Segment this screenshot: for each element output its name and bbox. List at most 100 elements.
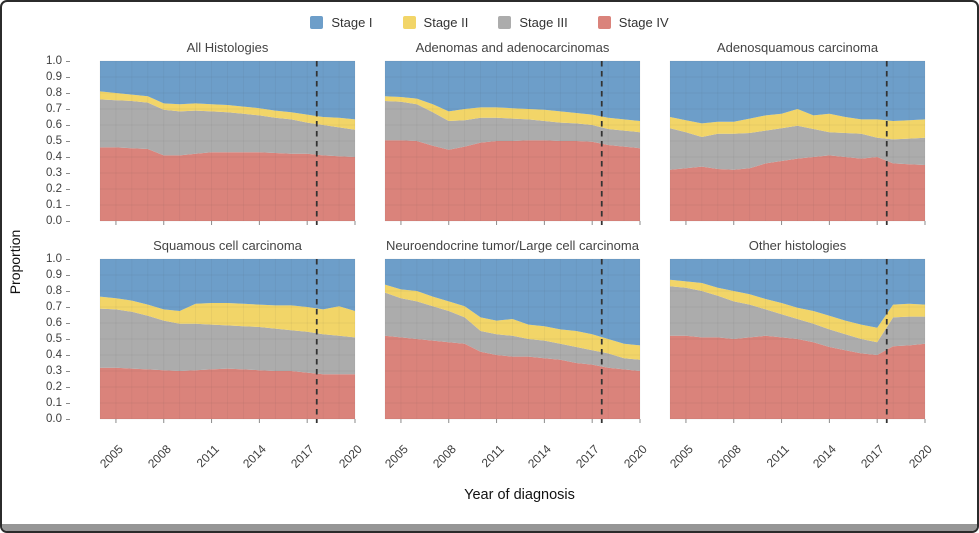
panel-other-histologies: Other histologies — [669, 237, 926, 423]
y-tick-label: 0.0 — [46, 413, 70, 425]
y-tick-label: 0.6 — [46, 317, 70, 329]
panel-plot — [99, 60, 356, 225]
y-tick-mark — [66, 188, 70, 190]
x-tick-label: 2020 — [906, 442, 935, 471]
stage-iii-area — [670, 286, 925, 355]
x-tick-label: 2011 — [763, 442, 792, 471]
y-tick-label: 0.4 — [46, 151, 70, 163]
y-tick-mark — [66, 258, 70, 260]
legend-item-stage-3: Stage III — [498, 15, 568, 30]
x-tick-label: 2020 — [621, 442, 650, 471]
legend-label: Stage I — [331, 14, 373, 30]
panel-plot — [384, 258, 641, 423]
panel-plot-svg — [99, 60, 356, 225]
stage-i-area — [670, 259, 925, 328]
y-tick-label: 0.7 — [46, 103, 70, 115]
y-tick-label: 0.2 — [46, 183, 70, 195]
legend-label: Stage II — [423, 14, 469, 30]
y-tick-mark — [66, 338, 70, 340]
stage-ii-area — [670, 109, 925, 140]
axis-corner-spacer — [26, 435, 70, 436]
y-tick-label: 0.2 — [46, 381, 70, 393]
y-tick-mark — [66, 204, 70, 206]
panel-squamous-cell-carcinoma: Squamous cell carcinoma — [99, 237, 356, 423]
panel-plot-svg — [384, 258, 641, 423]
stage-ii-area — [385, 284, 640, 360]
y-tick-mark — [66, 290, 70, 292]
legend: Stage I Stage II Stage III Stage IV — [2, 2, 977, 33]
stage-iii-area — [670, 125, 925, 170]
x-tick-label: 2008 — [714, 442, 744, 471]
stage-i-area — [670, 61, 925, 124]
stage-iv-area — [100, 147, 355, 221]
legend-item-stage-2: Stage II — [402, 14, 469, 30]
panel-neuroendocrine-large-cell: Neuroendocrine tumor/Large cell carcinom… — [384, 237, 641, 423]
stage-ii-area — [670, 279, 925, 343]
panel-plot — [384, 60, 641, 225]
window-bottom-edge — [2, 524, 977, 531]
panel-adenomas-adenocarcinomas: Adenomas and adenocarcinomas — [384, 39, 641, 225]
y-tick-label: 0.3 — [46, 167, 70, 179]
y-tick-mark — [66, 156, 70, 158]
stage-1-color-chip — [310, 15, 324, 29]
stage-3-color-chip — [498, 15, 512, 29]
x-tick-label: 2017 — [573, 442, 603, 471]
panel-title: Adenomas and adenocarcinomas — [415, 40, 610, 55]
y-tick-mark — [66, 76, 70, 78]
x-tick-label: 2011 — [478, 442, 507, 471]
y-tick-label: 0.5 — [46, 333, 70, 345]
x-tick-label: 2014 — [810, 442, 840, 471]
stage-i-area — [385, 61, 640, 121]
y-axis-row-1: 1.0 0.9 0.8 0.7 0.6 0.5 0.4 0.3 0.2 0.1 0.0 — [26, 39, 70, 227]
y-tick-mark — [66, 386, 70, 388]
y-tick-label: 0.1 — [46, 397, 70, 409]
x-axis-col-3: 2005 2008 2011 2014 2017 2020 — [667, 435, 935, 485]
y-axis-title: Proportion — [7, 229, 23, 295]
y-tick-label: 0.1 — [46, 199, 70, 211]
y-tick-label: 0.9 — [46, 269, 70, 281]
y-tick-label: 1.0 — [46, 253, 70, 265]
stage-iii-area — [100, 99, 355, 157]
y-tick-mark — [66, 172, 70, 174]
panel-title: Neuroendocrine tumor/Large cell carcinom… — [386, 238, 639, 253]
stage-i-area — [100, 259, 355, 311]
panel-all-histologies: All Histologies — [99, 39, 356, 225]
legend-label: Stage IV — [618, 14, 669, 30]
x-tick-label: 2008 — [144, 442, 174, 471]
stage-2-color-chip — [402, 15, 416, 29]
y-tick-label: 0.7 — [46, 301, 70, 313]
x-tick-label: 2005 — [382, 442, 411, 471]
y-tick-mark — [66, 220, 70, 222]
panel-title: Adenosquamous carcinoma — [716, 40, 879, 55]
y-tick-label: 0.3 — [46, 365, 70, 377]
panel-plot-svg — [99, 258, 356, 423]
stage-4-color-chip — [597, 15, 611, 29]
y-tick-mark — [66, 124, 70, 126]
y-tick-mark — [66, 108, 70, 110]
y-tick-mark — [66, 354, 70, 356]
panel-adenosquamous-carcinoma: Adenosquamous carcinoma — [669, 39, 926, 225]
y-tick-label: 0.8 — [46, 87, 70, 99]
y-tick-mark — [66, 322, 70, 324]
x-tick-label: 2017 — [858, 442, 888, 471]
panel-plot-svg — [669, 60, 926, 225]
stage-iv-area — [670, 335, 925, 419]
panel-plot — [99, 258, 356, 423]
y-tick-label: 0.4 — [46, 349, 70, 361]
y-tick-mark — [66, 274, 70, 276]
chart-area: Proportion 1.0 0.9 0.8 0.7 0.6 0.5 0.4 0.3 0.2 0.… — [2, 39, 977, 509]
y-tick-label: 0.6 — [46, 119, 70, 131]
legend-item-stage-1: Stage I — [310, 14, 373, 30]
y-tick-mark — [66, 370, 70, 372]
y-tick-label: 0.9 — [46, 71, 70, 83]
y-tick-mark — [66, 418, 70, 420]
y-tick-mark — [66, 306, 70, 308]
stage-i-area — [385, 259, 640, 346]
stage-ii-area — [385, 96, 640, 133]
legend-item-stage-4: Stage IV — [597, 14, 669, 30]
y-tick-label: 1.0 — [46, 55, 70, 67]
x-tick-label: 2017 — [288, 442, 318, 471]
stage-iv-area — [385, 335, 640, 419]
y-tick-mark — [66, 92, 70, 94]
